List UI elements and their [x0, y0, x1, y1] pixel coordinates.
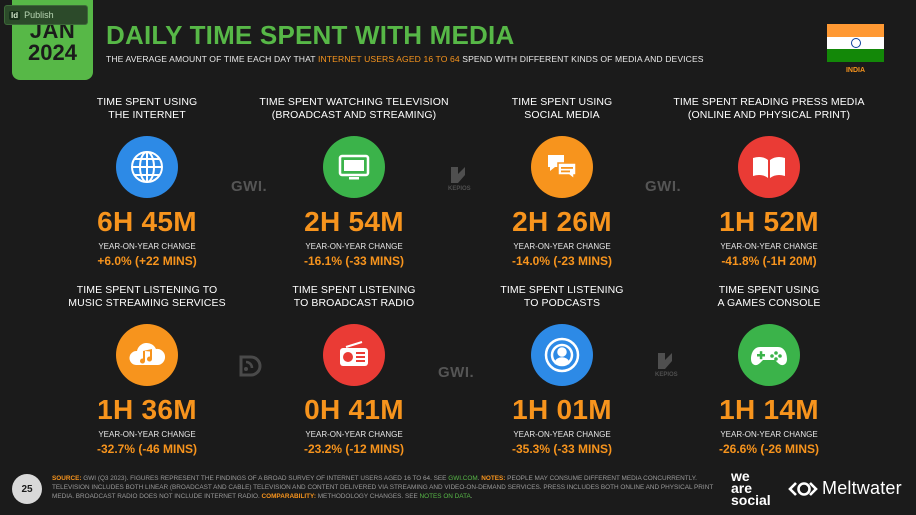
podcast-icon: [531, 324, 593, 386]
card-label: TIME SPENT LISTENING TO PODCASTS: [500, 284, 624, 309]
page-title: DAILY TIME SPENT WITH MEDIA: [106, 20, 515, 50]
yoy-change: -16.1% (-33 MINS): [303, 254, 405, 268]
yoy-label: YEAR-ON-YEAR CHANGE: [720, 430, 818, 439]
source-notes: SOURCE: GWI (Q3 2023). FIGURES REPRESENT…: [52, 475, 714, 500]
meltwater-logo: Meltwater: [788, 478, 902, 499]
yoy-label: YEAR-ON-YEAR CHANGE: [513, 430, 611, 439]
card-label: TIME SPENT USING SOCIAL MEDIA: [511, 96, 613, 121]
time-value: 2H 26M: [512, 206, 612, 237]
kepios-watermark: KEPIOS: [448, 166, 471, 192]
yoy-label: YEAR-ON-YEAR CHANGE: [98, 430, 196, 439]
country-label: INDIA: [845, 67, 866, 74]
card-games-console: TIME SPENT USING A GAMES CONSOLE 1H 14M Y…: [669, 284, 869, 456]
yoy-change: +6.0% (+22 MINS): [97, 254, 197, 268]
card-label: TIME SPENT USING A GAMES CONSOLE: [717, 284, 821, 309]
gwi-watermark: GWI.: [231, 178, 268, 195]
yoy-change: -26.6% (-26 MINS): [718, 442, 820, 456]
kepios-logo-icon: [658, 353, 672, 369]
page-subtitle: THE AVERAGE AMOUNT OF TIME EACH DAY THAT…: [106, 54, 704, 64]
yoy-label: YEAR-ON-YEAR CHANGE: [305, 430, 403, 439]
time-value: 2H 54M: [304, 206, 404, 237]
kepios-watermark: KEPIOS: [655, 352, 678, 378]
badge-year: 2024: [28, 40, 77, 65]
time-value: 1H 36M: [97, 394, 197, 425]
card-broadcast-radio: TIME SPENT LISTENING TO BROADCAST RADIO 0…: [254, 284, 454, 456]
card-social-media: TIME SPENT USING SOCIAL MEDIA 2H 26M YEAR…: [462, 96, 662, 268]
publish-label: Publish: [24, 10, 54, 20]
card-label: TIME SPENT USING THE INTERNET: [96, 96, 198, 121]
chat-bubbles-icon: [531, 136, 593, 198]
we-are-social-logo: we are social: [731, 468, 771, 508]
card-press-media: TIME SPENT READING PRESS MEDIA (ONLINE AN…: [669, 96, 869, 268]
card-podcasts: TIME SPENT LISTENING TO PODCASTS 1H 01M Y…: [462, 284, 662, 456]
yoy-label: YEAR-ON-YEAR CHANGE: [513, 242, 611, 251]
flag-band-bottom: [827, 49, 884, 62]
card-label: TIME SPENT READING PRESS MEDIA (ONLINE AN…: [673, 96, 865, 121]
open-book-icon: [738, 136, 800, 198]
meltwater-mark-icon: [788, 481, 818, 496]
card-television: TIME SPENT WATCHING TELEVISION (BROADCAST…: [254, 96, 454, 268]
yoy-change: -35.3% (-33 MINS): [511, 442, 613, 456]
globe-icon: [116, 136, 178, 198]
yoy-change: -32.7% (-46 MINS): [96, 442, 198, 456]
card-music-streaming: TIME SPENT LISTENING TO MUSIC STREAMING S…: [47, 284, 247, 456]
yoy-change: -23.2% (-12 MINS): [303, 442, 405, 456]
card-label: TIME SPENT LISTENING TO BROADCAST RADIO: [292, 284, 416, 309]
yoy-label: YEAR-ON-YEAR CHANGE: [98, 242, 196, 251]
subtitle-part-1: THE AVERAGE AMOUNT OF TIME EACH DAY THAT: [106, 54, 318, 64]
gwi-link[interactable]: GWI.COM: [448, 475, 478, 482]
yoy-label: YEAR-ON-YEAR CHANGE: [305, 242, 403, 251]
music-cloud-icon: [116, 324, 178, 386]
kepios-watermark-label: KEPIOS: [655, 372, 678, 378]
time-value: 0H 41M: [304, 394, 404, 425]
kepios-watermark-label: KEPIOS: [448, 186, 471, 192]
time-value: 1H 52M: [719, 206, 819, 237]
datareportal-watermark-icon: [238, 354, 264, 383]
subtitle-highlight: INTERNET USERS AGED 16 TO 64: [317, 54, 460, 64]
publish-tag[interactable]: Id Publish: [4, 5, 88, 25]
gwi-watermark: GWI.: [645, 178, 682, 195]
ashoka-chakra-icon: [850, 38, 861, 48]
card-internet: TIME SPENT USING THE INTERNET 6H 45M YEAR…: [47, 96, 247, 268]
kepios-logo-icon: [451, 167, 465, 183]
india-flag-icon: [827, 24, 884, 62]
flag-band-top: [827, 24, 884, 37]
yoy-label: YEAR-ON-YEAR CHANGE: [720, 242, 818, 251]
card-label: TIME SPENT LISTENING TO MUSIC STREAMING S…: [68, 284, 226, 309]
gwi-watermark: GWI.: [438, 364, 475, 381]
yoy-change: -14.0% (-23 MINS): [511, 254, 613, 268]
radio-icon: [323, 324, 385, 386]
gamepad-icon: [738, 324, 800, 386]
meltwater-wordmark: Meltwater: [822, 478, 902, 498]
time-value: 1H 01M: [512, 394, 612, 425]
time-value: 1H 14M: [719, 394, 819, 425]
badge-month: JAN: [29, 18, 76, 43]
time-value: 6H 45M: [97, 206, 197, 237]
media-grid: TIME SPENT USING THE INTERNET 6H 45M YEAR…: [47, 96, 869, 456]
page-number: 25: [12, 474, 42, 504]
publish-id-label: Id: [9, 10, 21, 20]
notes-on-data-link[interactable]: NOTES ON DATA: [419, 493, 471, 500]
television-icon: [323, 136, 385, 198]
card-label: TIME SPENT WATCHING TELEVISION (BROADCAST…: [259, 96, 449, 121]
yoy-change: -41.8% (-1H 20M): [721, 254, 817, 268]
subtitle-part-2: SPEND WITH DIFFERENT KINDS OF MEDIA AND …: [459, 54, 704, 64]
